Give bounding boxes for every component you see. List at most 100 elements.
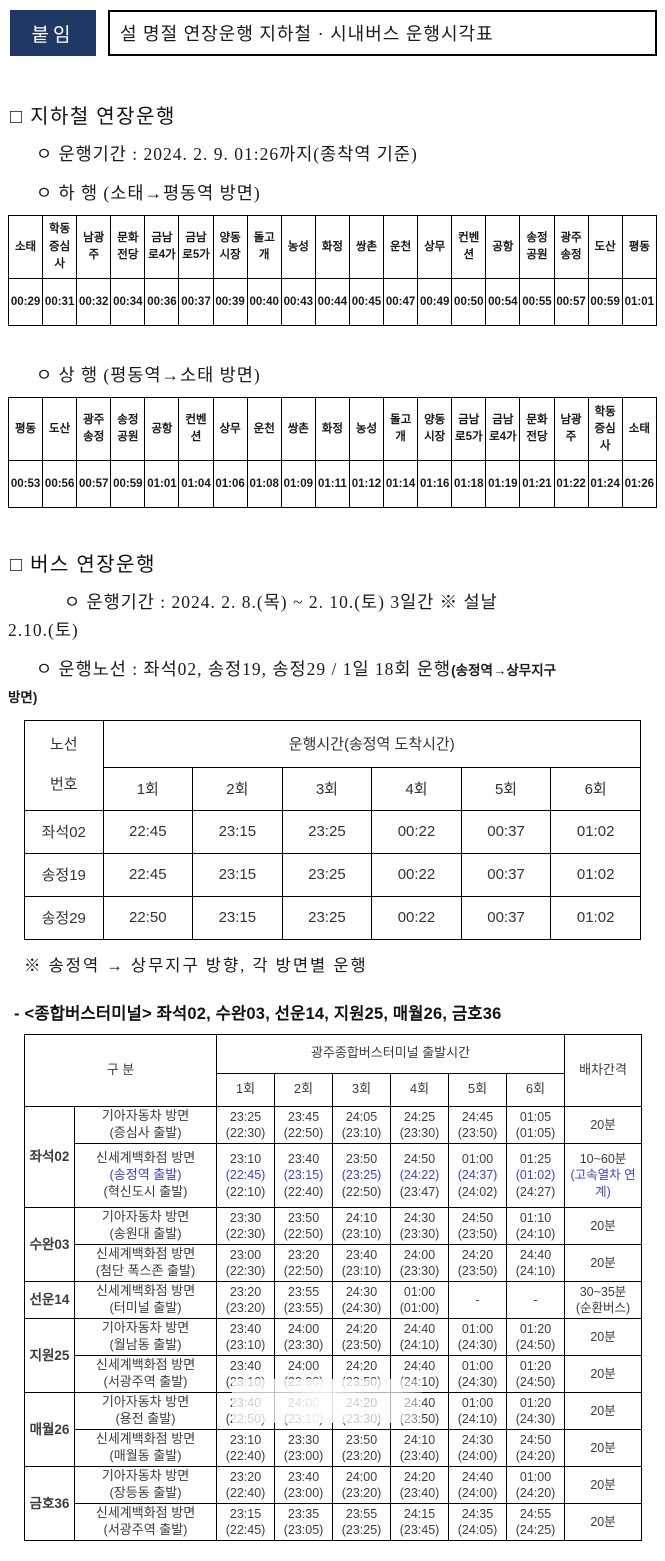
cell-line: (22:50) <box>225 1411 266 1426</box>
arrival-time-cell: 23:25 <box>281 809 373 854</box>
departure-time-cell: 24:10 (23:10) <box>332 1206 392 1245</box>
trip-header-cell: 3회 <box>332 1072 392 1107</box>
departure-time-cell: 23:55 (23:25) <box>332 1502 392 1541</box>
cell-line: 기아자동차 방면 <box>101 1319 190 1335</box>
bus-route-main: ㅇ 운행노선 : 좌석02, 송정19, 송정29 / 1일 18회 운행 <box>36 658 452 679</box>
direction-cell: 기아자동차 방면 (장등동 출발) <box>73 1465 218 1504</box>
departure-time-cell: 01:00 (01:00) <box>390 1280 450 1319</box>
departure-time-cell: 23:00 (22:30) <box>216 1243 276 1282</box>
departure-time-cell: 23:35 (23:05) <box>274 1502 334 1541</box>
direction-cell: 기아자동차 방면 (증심사 출발) <box>73 1105 218 1144</box>
time-cell: 00:50 <box>451 278 487 327</box>
cell-line: 23:45 <box>287 1109 320 1124</box>
interval-cell: 20분 <box>564 1428 643 1467</box>
departure-time-cell: 23:10 (22:40) <box>216 1428 276 1467</box>
cell-line: 24:20 <box>461 1247 494 1262</box>
interval-cell: 20분 <box>564 1354 643 1393</box>
cell-line: (22:50) <box>283 1125 324 1140</box>
time-row: 00:53 00:56 00:57 00:59 01:01 01:04 01:06 01:08… <box>7 460 658 509</box>
station-cell: 농성 <box>280 215 316 280</box>
trip-header-cell: 5회 <box>460 766 552 811</box>
cell-line: 24:20 <box>403 1469 436 1484</box>
station-cell: 금남로4가 <box>485 397 521 462</box>
bus-period-part1: ㅇ 운행기간 : 2024. 2. 8.(목) ~ 2. 10.(토) 3일간 … <box>64 592 498 613</box>
route-name-cell: 수완03 <box>24 1206 75 1282</box>
cell-line: 23:40 <box>229 1321 262 1336</box>
departure-time-cell: 01:20 (24:30) <box>506 1391 566 1430</box>
bus-route-row: 송정29 22:50 23:15 23:25 00:22 00:37 01:02 <box>24 895 641 940</box>
departure-time-cell: 24:20 (23:50) <box>332 1354 392 1393</box>
cell-line: - <box>533 1292 538 1307</box>
cell-line: (24:30) <box>457 1337 498 1352</box>
trip-header-cell: 6회 <box>506 1072 566 1107</box>
direction-cell: 신세계백화점 방면 (서광주역 출발) <box>73 1502 218 1541</box>
station-cell: 소태 <box>7 215 44 280</box>
departure-time-cell: 24:40 (23:50) <box>390 1391 450 1430</box>
route-name-cell: 금호36 <box>24 1465 75 1541</box>
subway-down-table: 소태 학동증심사 남광주 문화전당 금남로4가 금남로5가 양동시장 돌고개 농성 화정 쌍촌 운천 상… <box>7 215 658 327</box>
departure-time-cell: 24:00 (23:30) <box>274 1317 334 1356</box>
subway-up-table: 평동 도산 광주송정 송정공원 공항 컨벤션 상무 운천 쌍촌 화정 농성 돌고개 양동시장 금남로5가 금… <box>7 397 658 509</box>
cell-line: (24:10) <box>399 1374 440 1389</box>
bus-route-small1: (송정역→상무지구 <box>451 662 557 678</box>
station-cell: 문화전당 <box>110 215 146 280</box>
cell-line: 24:35 <box>461 1506 494 1521</box>
cell-line: 24:20 <box>345 1358 378 1373</box>
departure-time-cell: 24:40 (24:10) <box>390 1354 450 1393</box>
time-cell: 01:16 <box>417 460 453 509</box>
cell-line: 23:20 <box>229 1469 262 1484</box>
time-cell: 01:19 <box>485 460 521 509</box>
time-cell: 00:53 <box>7 460 44 509</box>
time-cell: 01:12 <box>348 460 385 509</box>
cell-line: 24:40 <box>461 1469 494 1484</box>
cell-line: (23:50) <box>341 1337 382 1352</box>
departure-time-cell: 23:40 (23:10) <box>332 1243 392 1282</box>
route-name-cell: 매월26 <box>24 1391 75 1467</box>
cell-line: (22:40) <box>225 1448 266 1463</box>
cell-line: (22:30) <box>225 1226 266 1241</box>
station-cell: 쌍촌 <box>280 397 316 462</box>
station-cell: 운천 <box>383 215 419 280</box>
cell-line: 24:00 <box>287 1395 320 1410</box>
departure-time-cell: 23:40 (23:10) <box>216 1317 276 1356</box>
departure-time-cell: 24:00 (23:30) <box>390 1243 450 1282</box>
cell-line: (23:20) <box>341 1485 382 1500</box>
header-row-1: 노선 번호 운행시간(송정역 도착시간) <box>24 719 641 811</box>
cell-line: 23:40 <box>345 1247 378 1262</box>
station-cell: 돌고개 <box>383 397 419 462</box>
departure-time-cell: 23:30 (22:30) <box>216 1206 276 1245</box>
cell-line: (24:20) <box>515 1485 556 1500</box>
cell-line: (24:10) <box>515 1263 556 1278</box>
time-cell: 00:36 <box>144 278 180 327</box>
station-cell: 금남로5가 <box>451 397 487 462</box>
bus-period-line: ㅇ 운행기간 : 2024. 2. 8.(목) ~ 2. 10.(토) 3일간 … <box>8 589 657 643</box>
departure-time-cell: 23:50 (23:20) <box>332 1428 392 1467</box>
attachment-badge: 붙임 <box>10 10 96 56</box>
cell-line: 01:10 <box>519 1210 552 1225</box>
station-cell: 학동증심사 <box>587 397 623 462</box>
time-cell: 01:01 <box>621 278 658 327</box>
cell-line: (23:10) <box>225 1374 266 1389</box>
cell-line: 23:40 <box>287 1152 320 1166</box>
route-name-cell: 송정29 <box>24 895 104 940</box>
cell-line: 24:10 <box>345 1210 378 1225</box>
cell-line: (22:10) <box>225 1184 266 1199</box>
time-cell: 01:11 <box>314 460 350 509</box>
cell-line: (첨단 폭스존 출발) <box>95 1262 196 1278</box>
cell-line: 01:00 <box>461 1395 494 1410</box>
bus-route-line: ㅇ 운행노선 : 좌석02, 송정19, 송정29 / 1일 18회 운행(송정… <box>8 656 657 710</box>
subway-down-heading: ㅇ 하 행 (소태→평동역 방면) <box>36 183 261 204</box>
station-cell: 농성 <box>348 397 385 462</box>
terminal-route-row: 금호36 기아자동차 방면 (장등동 출발) 23:20 (22:40) 23:40 (23… <box>24 1465 643 1541</box>
cell-line: (23:20) <box>341 1448 382 1463</box>
station-row: 소태 학동증심사 남광주 문화전당 금남로4가 금남로5가 양동시장 돌고개 농성 화정 쌍촌 운천 상… <box>7 215 658 280</box>
cell-line: 01:20 <box>519 1395 552 1410</box>
cell-line: 30~35분 <box>579 1284 627 1299</box>
header-line: 번호 <box>49 776 78 794</box>
cell-line: (22:50) <box>341 1184 382 1199</box>
departure-time-cell: 24:20 (23:30) <box>332 1391 392 1430</box>
subway-period-line: ㅇ 운행기간 : 2024. 2. 9. 01:26까지(종착역 기준) <box>36 144 418 164</box>
cell-line: 24:15 <box>403 1506 436 1521</box>
station-cell: 광주송정 <box>76 397 112 462</box>
departure-time-cell: 01:10 (24:10) <box>506 1206 566 1245</box>
